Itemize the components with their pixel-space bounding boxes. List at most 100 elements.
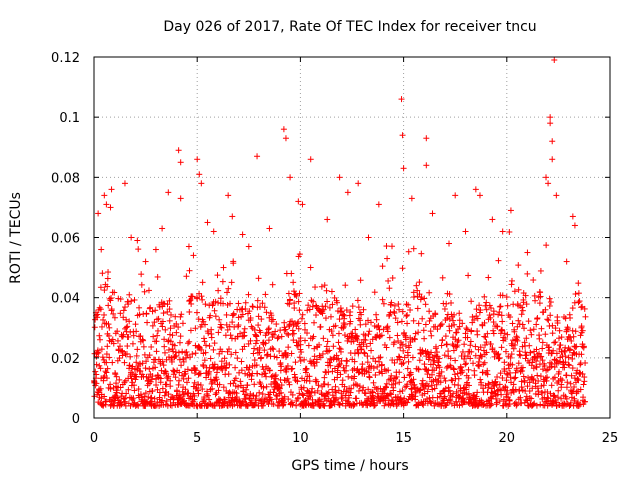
data-point xyxy=(324,338,331,345)
data-point xyxy=(365,234,372,241)
data-point xyxy=(400,165,407,172)
data-point xyxy=(204,219,211,226)
data-point xyxy=(582,313,589,320)
data-point xyxy=(220,264,227,271)
data-point xyxy=(445,384,452,391)
x-tick-label: 20 xyxy=(499,431,516,446)
data-point xyxy=(536,335,543,342)
data-point xyxy=(105,269,112,276)
data-point xyxy=(116,355,123,362)
data-point xyxy=(165,189,172,196)
data-point xyxy=(365,331,372,338)
data-point xyxy=(134,346,141,353)
data-point xyxy=(214,364,221,371)
data-point xyxy=(284,330,291,337)
data-point xyxy=(259,391,266,398)
data-point xyxy=(534,372,541,379)
data-point xyxy=(125,386,132,393)
data-point xyxy=(171,368,178,375)
y-tick-label: 0.04 xyxy=(51,292,80,307)
data-point xyxy=(108,295,115,302)
data-point xyxy=(253,337,260,344)
data-point xyxy=(273,380,280,387)
data-point xyxy=(263,383,270,390)
data-point xyxy=(569,305,576,312)
data-point xyxy=(195,316,202,323)
data-point xyxy=(186,297,193,304)
data-point xyxy=(384,255,391,262)
data-point xyxy=(239,231,246,238)
data-point xyxy=(145,394,152,401)
data-point xyxy=(160,362,167,369)
data-point xyxy=(462,228,469,235)
data-point xyxy=(345,373,352,380)
data-point xyxy=(192,350,199,357)
data-point xyxy=(200,363,207,370)
data-point xyxy=(525,318,532,325)
data-point xyxy=(210,228,217,235)
data-point xyxy=(258,316,265,323)
data-point xyxy=(253,362,260,369)
data-point xyxy=(257,329,264,336)
data-point xyxy=(97,365,104,372)
grid-lines xyxy=(94,57,610,418)
data-point xyxy=(194,156,201,163)
data-point xyxy=(366,374,373,381)
data-point xyxy=(133,359,140,366)
data-point xyxy=(189,293,196,300)
data-point xyxy=(443,300,450,307)
data-point xyxy=(527,327,534,334)
data-point xyxy=(477,376,484,383)
data-point xyxy=(250,350,257,357)
data-point xyxy=(161,349,168,356)
data-point xyxy=(278,389,285,396)
data-point xyxy=(135,246,142,253)
data-point xyxy=(416,279,423,286)
data-point xyxy=(171,342,178,349)
data-point xyxy=(340,311,347,318)
data-point xyxy=(290,279,297,286)
data-point xyxy=(344,358,351,365)
data-point xyxy=(182,370,189,377)
x-tick-label: 0 xyxy=(90,431,98,446)
data-point xyxy=(499,228,506,235)
data-point xyxy=(197,370,204,377)
data-point xyxy=(278,382,285,389)
data-point xyxy=(123,316,130,323)
data-point xyxy=(501,359,508,366)
data-point xyxy=(559,377,566,384)
data-point xyxy=(270,331,277,338)
data-point xyxy=(219,348,226,355)
data-point xyxy=(260,384,267,391)
data-point xyxy=(413,282,420,289)
data-point xyxy=(422,301,429,308)
data-point xyxy=(472,186,479,193)
data-point xyxy=(516,348,523,355)
data-point xyxy=(139,360,146,367)
data-point xyxy=(108,186,115,193)
data-point xyxy=(446,240,453,247)
data-point xyxy=(177,333,184,340)
x-tick-label: 10 xyxy=(292,431,309,446)
data-point xyxy=(468,298,475,305)
data-point xyxy=(299,201,306,208)
data-point xyxy=(235,300,242,307)
data-point xyxy=(97,284,104,291)
data-point xyxy=(149,322,156,329)
data-point xyxy=(217,295,224,302)
data-point xyxy=(202,349,209,356)
data-point xyxy=(399,265,406,272)
data-point xyxy=(276,348,283,355)
data-point xyxy=(115,346,122,353)
data-point xyxy=(251,326,258,333)
data-point xyxy=(183,273,190,280)
data-point xyxy=(159,323,166,330)
data-point xyxy=(126,318,133,325)
data-point xyxy=(277,359,284,366)
data-point xyxy=(441,306,448,313)
data-point xyxy=(354,297,361,304)
data-point xyxy=(141,288,148,295)
data-point xyxy=(165,373,172,380)
data-point xyxy=(173,329,180,336)
data-point xyxy=(191,379,198,386)
